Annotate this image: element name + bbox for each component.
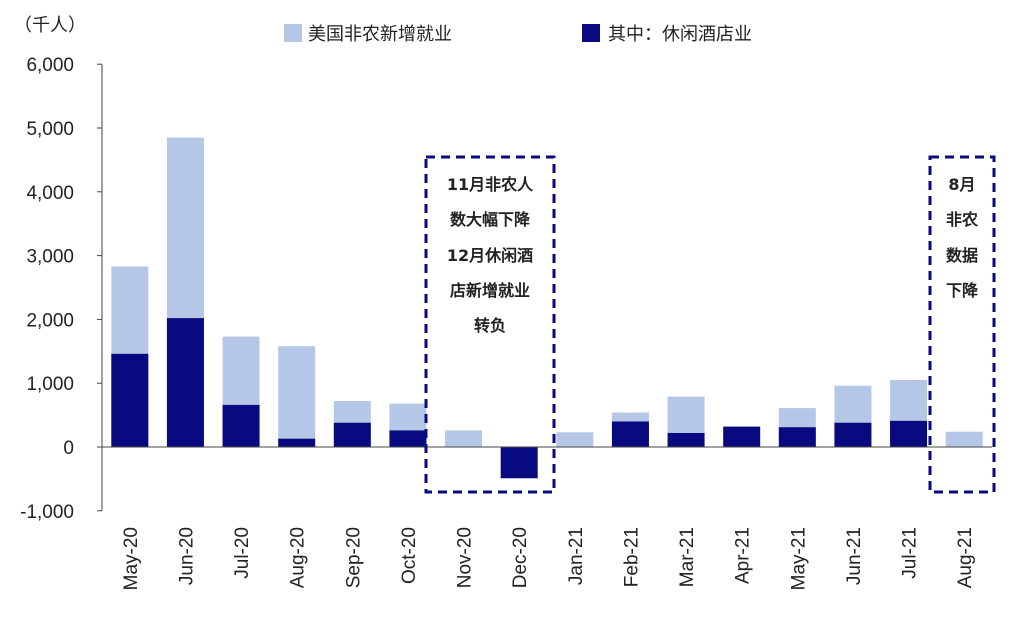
bar-leisure-hospitality-Feb-21 [611,421,649,447]
x-tick-label: Jun-21 [844,527,865,585]
y-tick-label: 1,000 [26,374,74,395]
annotation-line: 12月休闲酒 [447,246,533,265]
y-tick-label: 5,000 [26,119,74,140]
legend-label-leisure-hospitality: 其中：休闲酒店业 [608,24,752,45]
y-tick-label: 3,000 [26,247,74,268]
bar-leisure-hospitality-Dec-20 [500,447,538,479]
x-tick-label: May-20 [121,527,142,590]
annotation-line: 11月非农人 [447,175,534,194]
x-tick-label: Nov-20 [455,527,476,588]
y-axis: 6,000 5,000 4,000 3,000 2,000 1,000 0 -1,000 [20,55,103,523]
x-tick-label: Jul-21 [900,527,921,579]
bar-leisure-hospitality-Mar-21 [667,432,705,447]
annotation-line: 非农 [946,210,978,229]
bar-nonfarm-Nov-20 [445,430,483,447]
bar-leisure-hospitality-Apr-21 [723,426,761,447]
y-tick-label: 6,000 [26,55,74,76]
bar-nonfarm-Jan-21 [556,432,594,447]
bar-nonfarm-Aug-21 [945,431,983,447]
x-tick-label: Oct-20 [399,527,420,584]
bar-leisure-hospitality-Jul-20 [222,404,260,447]
x-tick-label: Sep-20 [343,527,364,588]
y-tick-label: 0 [63,438,74,459]
x-tick-label: Aug-20 [288,527,309,588]
x-tick-label: Feb-21 [621,527,642,587]
y-tick-label: -1,000 [20,502,74,523]
x-tick-label: Jun-20 [176,527,197,585]
y-axis-unit-label: （千人） [14,15,86,36]
annotation-line: 8月 [948,175,975,194]
x-tick-label: Dec-20 [510,527,531,588]
bar-leisure-hospitality-Jun-20 [166,318,204,447]
bar-leisure-hospitality-May-21 [778,427,816,447]
bar-leisure-hospitality-Jul-21 [890,420,928,447]
bar-leisure-hospitality-Sep-20 [333,422,371,447]
x-tick-label: Mar-21 [677,527,698,587]
x-tick-label: May-21 [788,527,809,590]
annotation-line: 数大幅下降 [450,210,531,229]
legend-swatch-leisure-hospitality [582,24,600,42]
annotation-line: 转负 [474,316,506,335]
x-tick-label: Apr-21 [733,527,754,584]
x-tick-label: Jan-21 [566,527,587,585]
legend: 美国非农新增就业 其中：休闲酒店业 [284,24,752,45]
legend-swatch-nonfarm [284,24,302,42]
bars [111,137,983,479]
x-tick-label: Aug-21 [955,527,976,588]
bar-leisure-hospitality-May-20 [111,353,149,447]
x-tick-label: Jul-20 [232,527,253,579]
annotation-line: 下降 [946,281,979,300]
bar-leisure-hospitality-Jun-21 [834,422,872,447]
annotation-line: 店新增就业 [450,281,530,300]
legend-label-nonfarm: 美国非农新增就业 [308,24,452,45]
y-tick-label: 4,000 [26,183,74,204]
bar-leisure-hospitality-Oct-20 [389,430,427,447]
bar-leisure-hospitality-Aug-20 [278,438,316,447]
bar-nonfarm-Aug-20 [278,346,316,447]
annotation-line: 数据 [946,246,978,265]
annotation-box [424,155,556,494]
y-tick-label: 2,000 [26,310,74,331]
x-axis: May-20 Jun-20 Jul-20 Aug-20 Sep-20 Oct-20 Nov-… [102,446,992,590]
annotation-box [928,155,996,494]
